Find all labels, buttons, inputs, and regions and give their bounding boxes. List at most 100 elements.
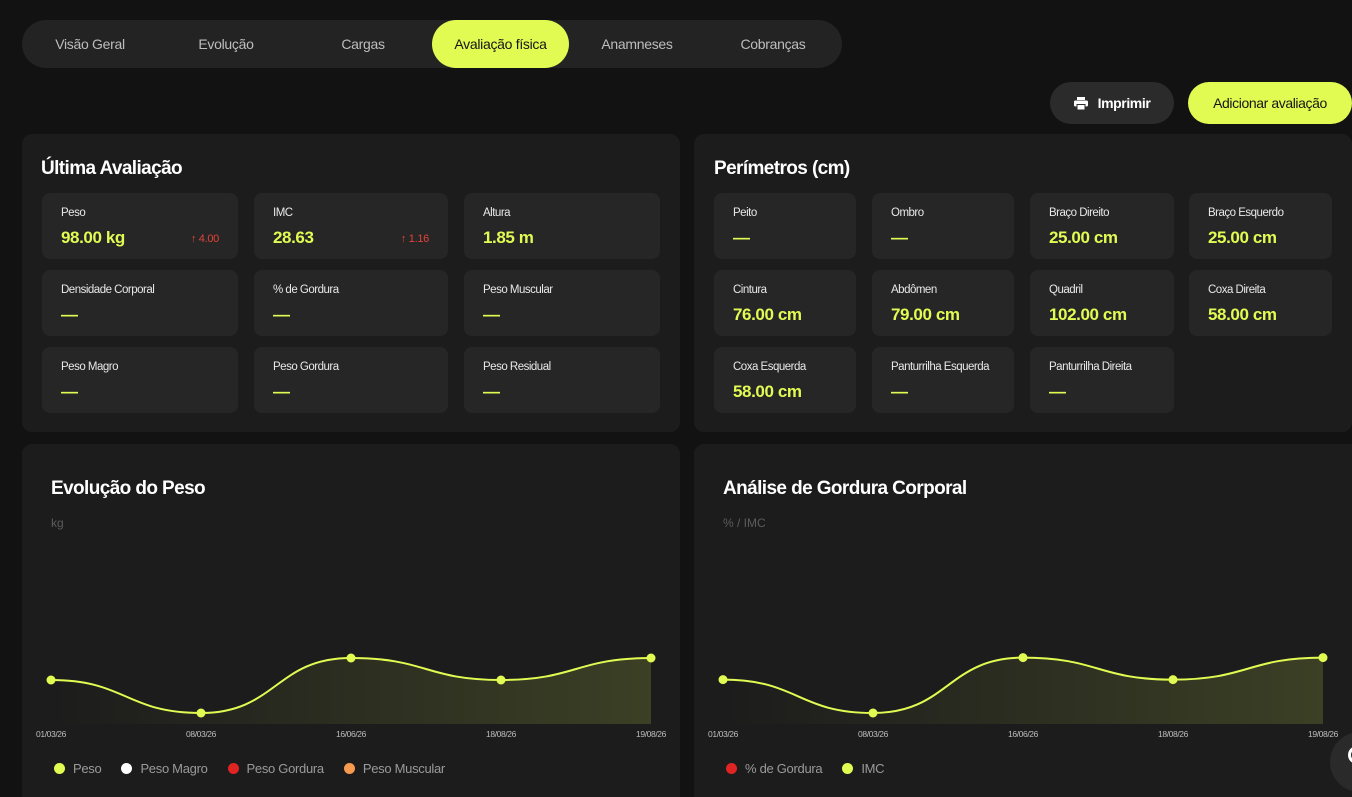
card-label: Peso Gordura xyxy=(273,361,339,373)
legend-item-peso-magro[interactable]: Peso Magro xyxy=(121,761,208,776)
card-label: Quadril xyxy=(1049,284,1083,296)
perimeter-card-braco-direito: Braço Direito 25.00 cm xyxy=(1030,193,1174,259)
card-label: Peito xyxy=(733,207,757,219)
perimeter-card-panturrilha-direita: Panturrilha Direita — xyxy=(1030,347,1174,413)
tab-evolucao[interactable]: Evolução xyxy=(198,36,254,52)
perimeter-card-panturrilha-esquerda: Panturrilha Esquerda — xyxy=(872,347,1014,413)
x-tick-label: 19/08/26 xyxy=(1308,729,1339,739)
card-label: Abdômen xyxy=(891,284,937,296)
ultima-avaliacao-title: Última Avaliação xyxy=(41,158,183,179)
data-point[interactable] xyxy=(718,675,728,685)
data-point[interactable] xyxy=(346,653,356,663)
body-fat-chart-panel: Análise de Gordura Corporal % / IMC 01/0… xyxy=(694,444,1352,797)
card-label: Peso Muscular xyxy=(483,284,553,296)
card-value: 98.00 kg xyxy=(61,228,125,247)
data-point[interactable] xyxy=(1018,653,1028,663)
card-value: 76.00 cm xyxy=(733,305,802,324)
perimeter-card-coxa-direita: Coxa Direita 58.00 cm xyxy=(1189,270,1332,336)
card-label: Braço Esquerdo xyxy=(1208,207,1284,219)
body-fat-chart-legend: % de Gordura IMC xyxy=(726,761,904,776)
metric-card-densidade: Densidade Corporal — xyxy=(42,270,238,336)
card-value: 58.00 cm xyxy=(1208,305,1277,324)
legend-item-peso-muscular[interactable]: Peso Muscular xyxy=(343,761,445,776)
perimeter-card-braco-esquerdo: Braço Esquerdo 25.00 cm xyxy=(1189,193,1332,259)
tab-cobrancas[interactable]: Cobranças xyxy=(740,36,806,52)
card-value: — xyxy=(891,382,908,401)
data-point[interactable] xyxy=(1318,653,1328,663)
legend-dot xyxy=(54,763,65,774)
perimeter-card-cintura: Cintura 76.00 cm xyxy=(714,270,856,336)
body-fat-chart-unit: % / IMC xyxy=(723,516,766,530)
card-label: Peso Magro xyxy=(61,361,119,373)
legend-label: Peso xyxy=(73,761,102,776)
card-value: — xyxy=(483,305,500,324)
card-value: — xyxy=(273,382,290,401)
data-point[interactable] xyxy=(868,708,878,718)
metric-card-imc: IMC 28.63 ↑ 1.16 xyxy=(254,193,448,259)
x-tick-label: 18/08/26 xyxy=(1158,729,1189,739)
legend-label: % de Gordura xyxy=(745,761,823,776)
card-label: IMC xyxy=(273,207,293,219)
tab-visao-geral[interactable]: Visão Geral xyxy=(55,36,125,52)
card-label: Peso xyxy=(61,207,86,219)
legend-label: Peso Gordura xyxy=(246,761,325,776)
metric-card-gordura: % de Gordura — xyxy=(254,270,448,336)
metric-card-peso-magro: Peso Magro — xyxy=(42,347,238,413)
print-button[interactable]: Imprimir xyxy=(1050,82,1174,124)
card-value: 25.00 cm xyxy=(1049,228,1118,247)
weight-chart: 01/03/26 08/03/26 16/06/26 18/08/26 19/08/26 xyxy=(36,653,667,739)
print-label: Imprimir xyxy=(1097,95,1151,111)
card-value: — xyxy=(891,228,908,247)
legend-dot xyxy=(121,763,133,774)
card-value: — xyxy=(733,228,750,247)
card-delta-up: ↑ 4.00 xyxy=(190,233,219,245)
add-evaluation-button[interactable]: Adicionar avaliação xyxy=(1188,82,1352,124)
chat-icon xyxy=(1348,746,1352,764)
weight-chart-legend: Peso Peso Magro Peso Gordura Peso Muscul… xyxy=(54,761,465,776)
metric-card-peso-muscular: Peso Muscular — xyxy=(464,270,660,336)
card-delta-up: ↑ 1.16 xyxy=(400,233,429,245)
card-label: % de Gordura xyxy=(273,284,339,296)
card-label: Panturrilha Esquerda xyxy=(891,361,990,373)
perimetros-title: Perímetros (cm) xyxy=(714,158,850,179)
data-point[interactable] xyxy=(46,675,56,685)
x-tick-label: 19/08/26 xyxy=(636,729,667,739)
data-point[interactable] xyxy=(196,708,206,718)
data-point[interactable] xyxy=(646,653,656,663)
help-fab-button[interactable] xyxy=(1330,732,1352,792)
legend-item-peso[interactable]: Peso xyxy=(54,761,102,776)
tab-bar: Visão Geral Evolução Cargas Avaliação fí… xyxy=(22,20,842,68)
metric-card-peso-residual: Peso Residual — xyxy=(464,347,660,413)
tab-anamneses[interactable]: Anamneses xyxy=(601,36,673,52)
perimeter-card-ombro: Ombro — xyxy=(872,193,1014,259)
card-value: 58.00 cm xyxy=(733,382,802,401)
perimeter-card-coxa-esquerda: Coxa Esquerda 58.00 cm xyxy=(714,347,856,413)
series-area xyxy=(723,657,1323,724)
tab-avaliacao-fisica[interactable]: Avaliação física xyxy=(432,20,569,68)
metric-card-peso-gordura: Peso Gordura — xyxy=(254,347,448,413)
data-point[interactable] xyxy=(1168,675,1178,685)
weight-chart-panel: Evolução do Peso kg 01/03/26 08/03/26 16/0… xyxy=(22,444,680,797)
ultima-avaliacao-panel: Última Avaliação Peso 98.00 kg ↑ 4.00 IM… xyxy=(22,134,680,432)
card-label: Ombro xyxy=(891,207,924,219)
legend-dot xyxy=(227,763,239,774)
card-label: Coxa Direita xyxy=(1208,284,1266,296)
card-label: Braço Direito xyxy=(1049,207,1109,219)
data-point[interactable] xyxy=(496,675,506,685)
perimeter-card-abdomen: Abdômen 79.00 cm xyxy=(872,270,1014,336)
x-tick-label: 18/08/26 xyxy=(486,729,517,739)
card-label: Cintura xyxy=(733,284,767,296)
legend-label: Peso Magro xyxy=(140,761,208,776)
legend-item-gordura[interactable]: % de Gordura xyxy=(726,761,823,776)
legend-item-peso-gordura[interactable]: Peso Gordura xyxy=(227,761,325,776)
x-tick-label: 16/06/26 xyxy=(336,729,367,739)
card-label: Altura xyxy=(483,207,511,219)
card-value: — xyxy=(483,382,500,401)
legend-item-imc[interactable]: IMC xyxy=(842,761,885,776)
card-value: 79.00 cm xyxy=(891,305,960,324)
legend-dot xyxy=(726,763,737,774)
x-tick-label: 16/06/26 xyxy=(1008,729,1039,739)
perimeter-card-peito: Peito — xyxy=(714,193,856,259)
series-area xyxy=(51,658,651,724)
tab-cargas[interactable]: Cargas xyxy=(341,36,385,52)
